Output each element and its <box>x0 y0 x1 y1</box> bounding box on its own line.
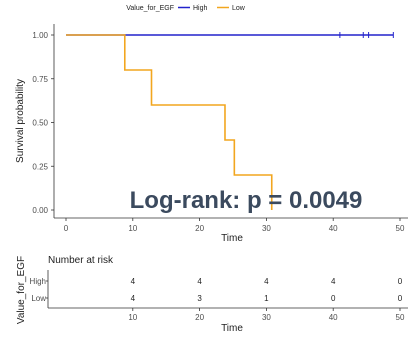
risk-count: 4 <box>264 277 269 286</box>
risk-row-label-high: High <box>30 277 46 286</box>
risk-table-y-title: Value_for_EGF <box>16 256 27 324</box>
y-tick-label: 0.75 <box>32 75 48 84</box>
risk-table: Number at risk Value_for_EGF High 4 4 4 4 0Lo… <box>16 255 408 334</box>
risk-x-tick-label: 20 <box>195 313 204 322</box>
survival-plot: 0 10 20 30 40 50 0.00 0.25 0.50 0.75 1.00 Survival… <box>15 24 408 244</box>
risk-count: 1 <box>264 294 269 303</box>
x-tick-label: 0 <box>64 224 69 233</box>
risk-x-tick-label: 50 <box>396 313 405 322</box>
risk-count: 4 <box>331 277 336 286</box>
x-tick-label: 30 <box>262 224 271 233</box>
risk-x-tick-label: 30 <box>262 313 271 322</box>
x-tick-label: 10 <box>128 224 137 233</box>
risk-count: 3 <box>197 294 202 303</box>
risk-x-tick-label: 40 <box>329 313 338 322</box>
risk-x-tick-label: 10 <box>128 313 137 322</box>
risk-table-title: Number at risk <box>48 255 114 266</box>
legend-high-label: High <box>193 5 208 12</box>
risk-count: 4 <box>197 277 202 286</box>
x-axis-title: Time <box>221 233 243 244</box>
legend-low-label: Low <box>232 5 246 12</box>
x-tick-label: 20 <box>195 224 204 233</box>
risk-row-label-low: Low <box>31 294 46 303</box>
main-ticks: 0 10 20 30 40 50 0.00 0.25 0.50 0.75 1.00 <box>32 31 405 233</box>
x-tick-label: 40 <box>329 224 338 233</box>
y-tick-label: 0.50 <box>32 119 48 128</box>
y-tick-label: 0.00 <box>32 206 48 215</box>
x-tick-label: 50 <box>396 224 405 233</box>
survival-curves <box>66 32 394 210</box>
risk-count: 4 <box>131 294 136 303</box>
y-tick-label: 1.00 <box>32 31 48 40</box>
risk-count: 0 <box>331 294 336 303</box>
legend-title: Value_for_EGF <box>126 5 174 12</box>
risk-count: 0 <box>398 294 403 303</box>
survival-curve-low <box>66 34 273 210</box>
log-rank-annotation: Log-rank: p = 0.0049 <box>130 187 363 214</box>
risk-x-axis-title: Time <box>221 323 243 334</box>
risk-count: 0 <box>398 277 403 286</box>
legend: Value_for_EGF High Low <box>126 5 246 12</box>
y-axis-title: Survival probability <box>15 79 26 163</box>
y-tick-label: 0.25 <box>32 162 48 171</box>
risk-count: 4 <box>131 277 136 286</box>
